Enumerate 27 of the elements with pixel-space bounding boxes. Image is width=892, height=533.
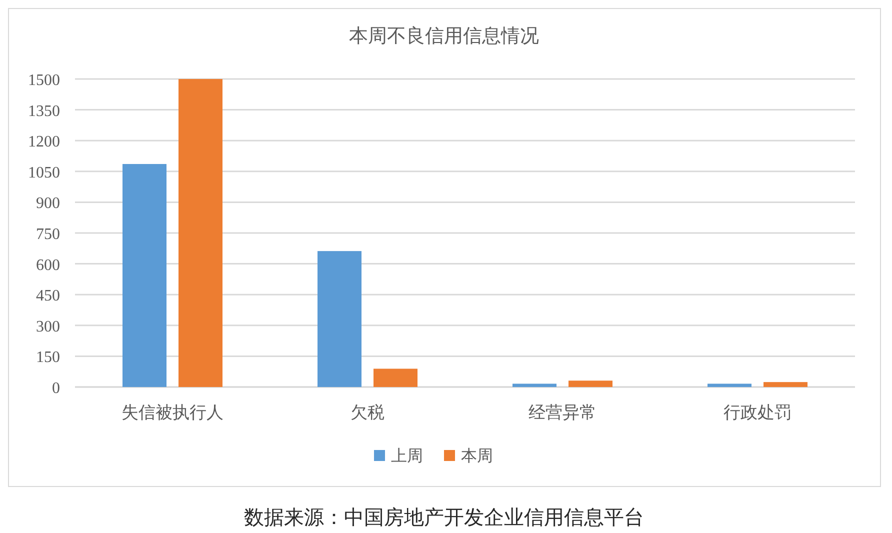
bar [764,382,808,387]
y-tick-label: 450 [36,288,60,305]
x-tick-label: 经营异常 [528,403,596,422]
bar [374,368,418,387]
legend-label: 本周 [461,447,493,465]
source-note: 数据来源：中国房地产开发企业信用信息平台 [244,507,644,529]
bar [512,384,556,387]
bar [318,251,362,387]
y-tick-label: 0 [52,380,60,397]
legend-label: 上周 [391,447,423,465]
bar [568,380,612,387]
y-tick-label: 1050 [28,164,60,182]
y-tick-label: 1350 [28,102,60,120]
chart-title: 本周不良信用信息情况 [349,25,539,47]
x-tick-label: 行政处罚 [724,403,792,422]
y-tick-label: 150 [36,349,60,366]
y-tick-label: 1200 [28,134,60,151]
x-tick-label: 失信被执行人 [122,403,224,422]
bar [178,79,222,387]
y-tick-label: 1500 [28,72,60,89]
bar [708,384,752,387]
y-tick-label: 750 [36,226,60,243]
bar [122,164,166,387]
x-tick-label: 欠税 [350,403,384,422]
y-tick-label: 900 [36,195,60,212]
y-tick-label: 600 [36,256,60,274]
y-tick-label: 300 [36,318,60,336]
